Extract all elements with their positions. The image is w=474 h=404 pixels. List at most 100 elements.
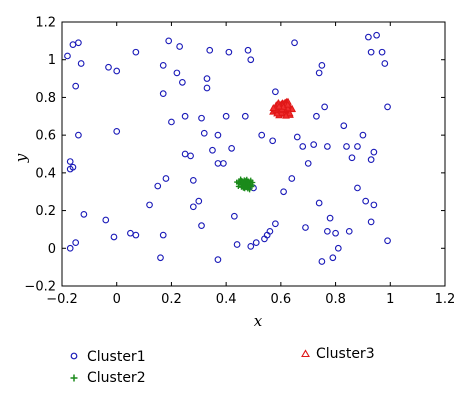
cluster1-point: [244, 46, 252, 54]
cluster1-point: [222, 112, 230, 120]
cluster1-point: [365, 33, 372, 41]
cluster1-point: [378, 48, 386, 56]
cluster1-point: [113, 67, 121, 75]
cluster1-point: [77, 60, 85, 67]
cluster1-point: [324, 227, 331, 235]
cluster1-point: [176, 43, 183, 50]
cluster3-point: [275, 102, 283, 110]
y-axis-label: y: [12, 153, 30, 163]
cluster1-point: [299, 143, 307, 150]
cluster1-point: [146, 201, 153, 209]
cluster1-point: [206, 46, 214, 54]
cluster1-point: [203, 75, 211, 82]
legend-marker-cluster3: [301, 349, 310, 358]
cluster1-point: [326, 214, 334, 222]
cluster1-point: [258, 131, 266, 139]
cluster1-point: [373, 31, 380, 39]
cluster1-point: [359, 131, 367, 139]
cluster1-point: [113, 128, 121, 135]
cluster1-point: [384, 237, 391, 245]
cluster1-point: [64, 52, 71, 60]
cluster1-point: [72, 239, 80, 246]
x-axis-label: x: [254, 312, 263, 330]
cluster1-point: [329, 254, 337, 262]
cluster1-point: [159, 90, 167, 98]
cluster1-point: [187, 152, 194, 160]
cluster1-point: [318, 62, 326, 69]
cluster1-point: [165, 37, 173, 45]
cluster1-point: [154, 182, 162, 190]
y-ticks: −0.2 0 0.2 0.4 0.6 0.8 1 1.2: [24, 16, 445, 295]
cluster1-point: [189, 203, 197, 211]
cluster2-point: [248, 177, 254, 183]
x-tick-label: −0.2: [46, 292, 78, 307]
cluster1-point: [80, 210, 88, 218]
x-ticks: −0.2 0 0.2 0.4 0.6 0.8 1 1.2: [46, 22, 455, 307]
x-tick-label: 1: [386, 292, 394, 307]
cluster1-point: [354, 184, 361, 192]
cluster2-point: [235, 183, 241, 189]
y-tick-label: 0.6: [35, 129, 56, 144]
cluster2-point: [246, 180, 252, 186]
cluster1-point: [181, 112, 189, 120]
cluster1-point: [231, 212, 238, 220]
cluster1-point: [203, 84, 211, 92]
cluster1-point: [66, 158, 74, 165]
cluster1-point: [233, 241, 241, 248]
y-tick-label: 0.4: [35, 166, 56, 181]
cluster2-point: [238, 181, 244, 187]
cluster1-point: [345, 227, 353, 235]
cluster1-point: [198, 114, 205, 122]
cluster1-point: [132, 48, 140, 56]
cluster1-point: [384, 103, 391, 111]
series-cluster3: [269, 97, 297, 119]
legend-label-cluster3: Cluster3: [316, 346, 375, 362]
cluster1-point: [241, 112, 249, 120]
cluster1-point: [66, 165, 74, 173]
x-tick-label: 0.8: [325, 292, 346, 307]
cluster1-point: [159, 231, 167, 239]
cluster1-point: [334, 244, 342, 252]
series-cluster1: [64, 31, 391, 265]
cluster1-point: [173, 69, 181, 77]
cluster1-point: [343, 143, 350, 150]
cluster1-point: [214, 131, 222, 139]
x-tick-label: 0: [113, 292, 121, 307]
cluster3-point: [282, 111, 290, 119]
cluster1-point: [214, 256, 222, 263]
cluster1-point: [348, 154, 356, 162]
cluster1-point: [367, 48, 375, 56]
cluster1-point: [157, 254, 164, 262]
cluster1-point: [110, 233, 118, 241]
cluster1-point: [370, 148, 378, 156]
cluster1-point: [315, 199, 323, 207]
cluster1-point: [367, 218, 375, 226]
cluster1-point: [220, 160, 227, 167]
cluster1-point: [75, 39, 82, 47]
cluster1-point: [75, 131, 82, 139]
cluster1-point: [302, 224, 309, 231]
cluster1-point: [228, 144, 235, 152]
cluster1-point: [291, 39, 298, 47]
cluster1-point: [168, 118, 175, 126]
legend-label-cluster2: Cluster2: [87, 370, 146, 386]
cluster1-point: [293, 133, 301, 141]
cluster1-point: [247, 56, 255, 64]
cluster1-point: [252, 239, 260, 246]
x-tick-label: 0.4: [216, 292, 237, 307]
series-cluster2: [234, 176, 256, 193]
cluster1-point: [367, 156, 375, 164]
cluster1-point: [280, 188, 287, 196]
cluster1-point: [313, 112, 320, 120]
cluster1-point: [310, 141, 318, 148]
cluster1-point: [381, 60, 389, 67]
cluster1-point: [198, 222, 205, 230]
cluster1-point: [318, 258, 326, 265]
cluster1-point: [105, 63, 112, 71]
legend-marker-cluster1: [70, 352, 78, 360]
cluster1-point: [304, 160, 312, 167]
cluster3-point: [269, 103, 278, 112]
cluster1-point: [225, 48, 233, 56]
cluster1-point: [266, 227, 274, 235]
